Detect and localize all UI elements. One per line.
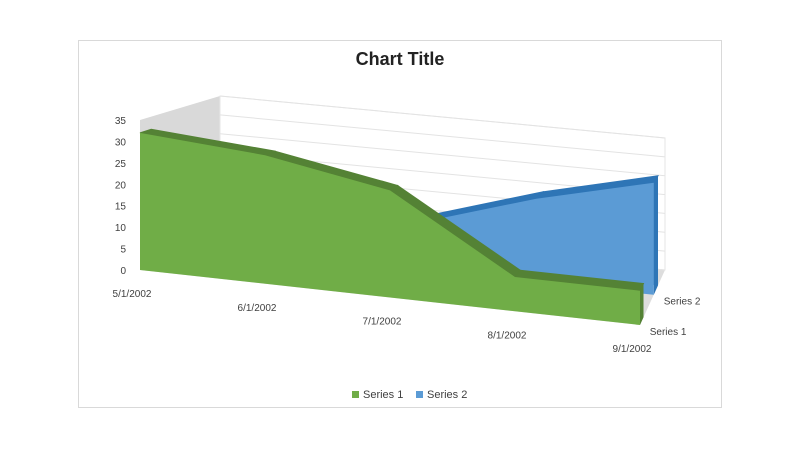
area-end-face (640, 283, 644, 325)
y-tick-label: 15 (115, 202, 127, 213)
gridline (219, 133, 666, 177)
x-tick-label: 8/1/2002 (488, 330, 527, 341)
legend-swatch (352, 391, 359, 398)
gridline (219, 95, 666, 139)
y-tick-label: 25 (115, 159, 127, 170)
x-tick-label: 7/1/2002 (363, 317, 402, 328)
x-tick-label: 9/1/2002 (613, 344, 652, 355)
depth-axis: Series 1 Series 2 (650, 296, 701, 338)
legend[interactable]: Series 1 Series 2 (352, 389, 467, 401)
y-axis: 0 5 10 15 20 25 30 35 (115, 116, 127, 277)
y-tick-label: 0 (120, 266, 126, 277)
y-tick-label: 20 (115, 180, 127, 191)
series-1-area (139, 128, 645, 325)
y-tick-label: 10 (115, 223, 127, 234)
y-tick-label: 35 (115, 116, 127, 127)
legend-entry[interactable]: Series 2 (427, 389, 467, 401)
y-tick-label: 30 (115, 137, 127, 148)
area-front-face (140, 132, 640, 325)
depth-label: Series 2 (664, 296, 701, 307)
x-axis: 5/1/2002 6/1/2002 7/1/2002 8/1/2002 9/1/2002 (113, 289, 652, 355)
chart-title: Chart Title (356, 49, 445, 69)
depth-label: Series 1 (650, 327, 687, 338)
x-tick-label: 5/1/2002 (113, 289, 152, 300)
x-tick-label: 6/1/2002 (238, 303, 277, 314)
legend-entry[interactable]: Series 1 (363, 389, 403, 401)
area-end-face (653, 175, 658, 295)
y-tick-label: 5 (120, 245, 126, 256)
legend-swatch (416, 391, 423, 398)
gridline (219, 114, 666, 158)
